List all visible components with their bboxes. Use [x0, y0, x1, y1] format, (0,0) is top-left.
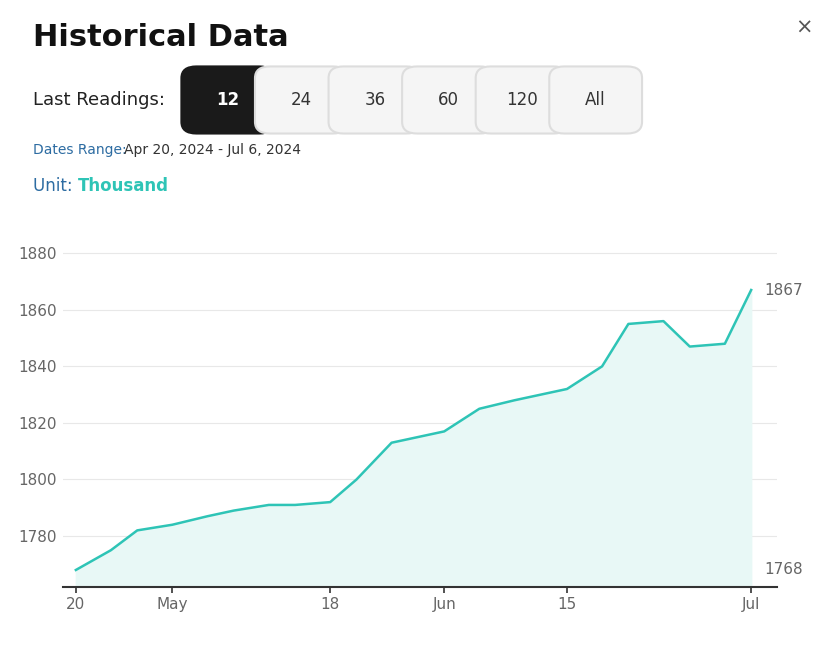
Text: 60: 60 [438, 91, 459, 109]
Text: All: All [585, 91, 606, 109]
Text: Historical Data: Historical Data [33, 23, 289, 52]
Text: Apr 20, 2024 - Jul 6, 2024: Apr 20, 2024 - Jul 6, 2024 [124, 143, 301, 157]
Text: 120: 120 [507, 91, 538, 109]
Text: Thousand: Thousand [78, 177, 169, 195]
Text: 1768: 1768 [764, 562, 803, 577]
Text: ×: × [795, 18, 813, 38]
Text: 1867: 1867 [764, 283, 803, 297]
Text: 24: 24 [291, 91, 312, 109]
Text: Unit:: Unit: [33, 177, 79, 195]
Text: Last Readings:: Last Readings: [33, 91, 166, 109]
Text: Dates Range:: Dates Range: [33, 143, 131, 157]
Text: 12: 12 [217, 91, 239, 109]
Text: 36: 36 [364, 91, 385, 109]
